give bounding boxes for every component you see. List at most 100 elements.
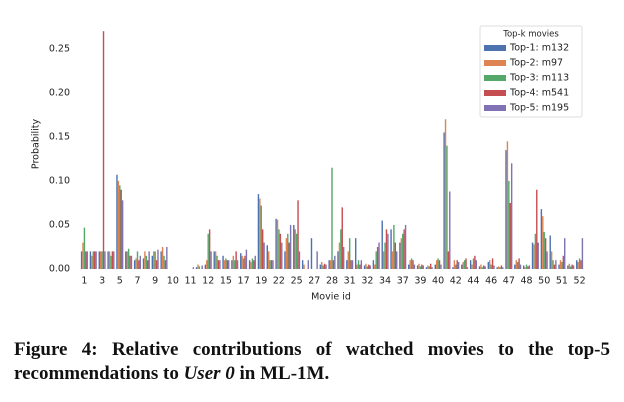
bar: [410, 258, 413, 269]
bar: [259, 198, 261, 269]
bar: [578, 258, 581, 269]
bar: [425, 267, 428, 269]
bar: [446, 145, 448, 269]
bar: [346, 260, 348, 269]
bar: [502, 267, 504, 269]
legend-label: Top-5: m195: [509, 103, 569, 114]
bar: [518, 258, 520, 269]
bar: [487, 261, 490, 269]
bar: [294, 229, 296, 269]
bar: [341, 207, 343, 269]
bar: [279, 233, 282, 269]
bar: [542, 216, 544, 269]
bar: [153, 251, 155, 269]
bar: [368, 264, 370, 269]
bar: [148, 251, 150, 269]
bar: [316, 251, 318, 269]
bar: [552, 260, 554, 269]
bar: [516, 261, 519, 269]
bar: [360, 260, 363, 269]
bar: [332, 260, 335, 269]
bar: [500, 265, 503, 269]
bar: [419, 266, 422, 269]
bar: [378, 242, 380, 269]
bar: [163, 255, 165, 269]
bar: [534, 233, 537, 269]
bar: [287, 233, 289, 269]
bar: [119, 185, 121, 269]
bar: [540, 209, 543, 269]
bar: [142, 258, 145, 269]
x-tick-label: 31: [344, 276, 356, 287]
bar: [396, 251, 398, 269]
x-tick-label: 46: [485, 276, 497, 287]
x-tick-label: 42: [450, 276, 462, 287]
bar: [528, 265, 531, 269]
bar: [576, 260, 578, 269]
bar: [435, 260, 438, 269]
y-tick-label: 0.05: [49, 219, 70, 230]
bar: [428, 266, 430, 269]
bar: [382, 251, 385, 269]
bar: [331, 167, 333, 269]
legend-label: Top-1: m132: [509, 43, 569, 54]
bar: [125, 251, 127, 269]
bar: [251, 258, 254, 269]
bar: [390, 229, 392, 269]
bar: [201, 265, 203, 269]
bar: [394, 242, 397, 269]
x-tick-label: 7: [134, 276, 140, 287]
bar: [301, 260, 304, 269]
bar: [536, 189, 538, 269]
bar: [525, 264, 528, 269]
bar: [214, 251, 217, 269]
bar: [463, 260, 466, 269]
bar: [462, 261, 464, 269]
x-tick-label: 28: [326, 276, 338, 287]
bar: [449, 191, 451, 269]
bar: [393, 224, 395, 269]
bar: [113, 251, 115, 269]
x-tick-label: 51: [556, 276, 568, 287]
bar: [531, 242, 534, 269]
bar: [276, 219, 279, 269]
bar: [116, 174, 118, 269]
bar: [543, 232, 545, 269]
bar: [347, 251, 349, 269]
bar: [319, 264, 322, 269]
bar: [136, 251, 139, 269]
bar: [155, 260, 158, 269]
bar: [241, 255, 243, 269]
bar: [577, 261, 579, 269]
y-axis-label: Probability: [31, 119, 42, 170]
bar: [510, 163, 513, 269]
bar: [104, 251, 106, 269]
bar: [553, 264, 556, 269]
legend-swatch: [484, 90, 506, 96]
bar: [404, 224, 407, 269]
bar: [157, 249, 159, 269]
bar: [549, 235, 551, 269]
bar: [403, 229, 405, 269]
bar: [365, 263, 367, 269]
bar: [303, 264, 305, 269]
bar: [550, 251, 553, 269]
bar: [242, 258, 245, 269]
x-tick-label: 12: [202, 276, 214, 287]
bar: [472, 258, 475, 269]
bar: [111, 251, 114, 269]
bar: [537, 242, 539, 269]
x-tick-label: 50: [538, 276, 550, 287]
bar: [160, 251, 162, 269]
bar: [231, 260, 233, 269]
bar: [147, 260, 149, 269]
bar: [483, 265, 485, 269]
bar: [438, 260, 441, 269]
bar: [558, 264, 560, 269]
bar: [284, 251, 286, 269]
bar: [253, 260, 255, 269]
bar: [254, 255, 256, 269]
bar: [245, 249, 248, 269]
x-tick-label: 17: [238, 276, 250, 287]
bar: [354, 238, 357, 269]
